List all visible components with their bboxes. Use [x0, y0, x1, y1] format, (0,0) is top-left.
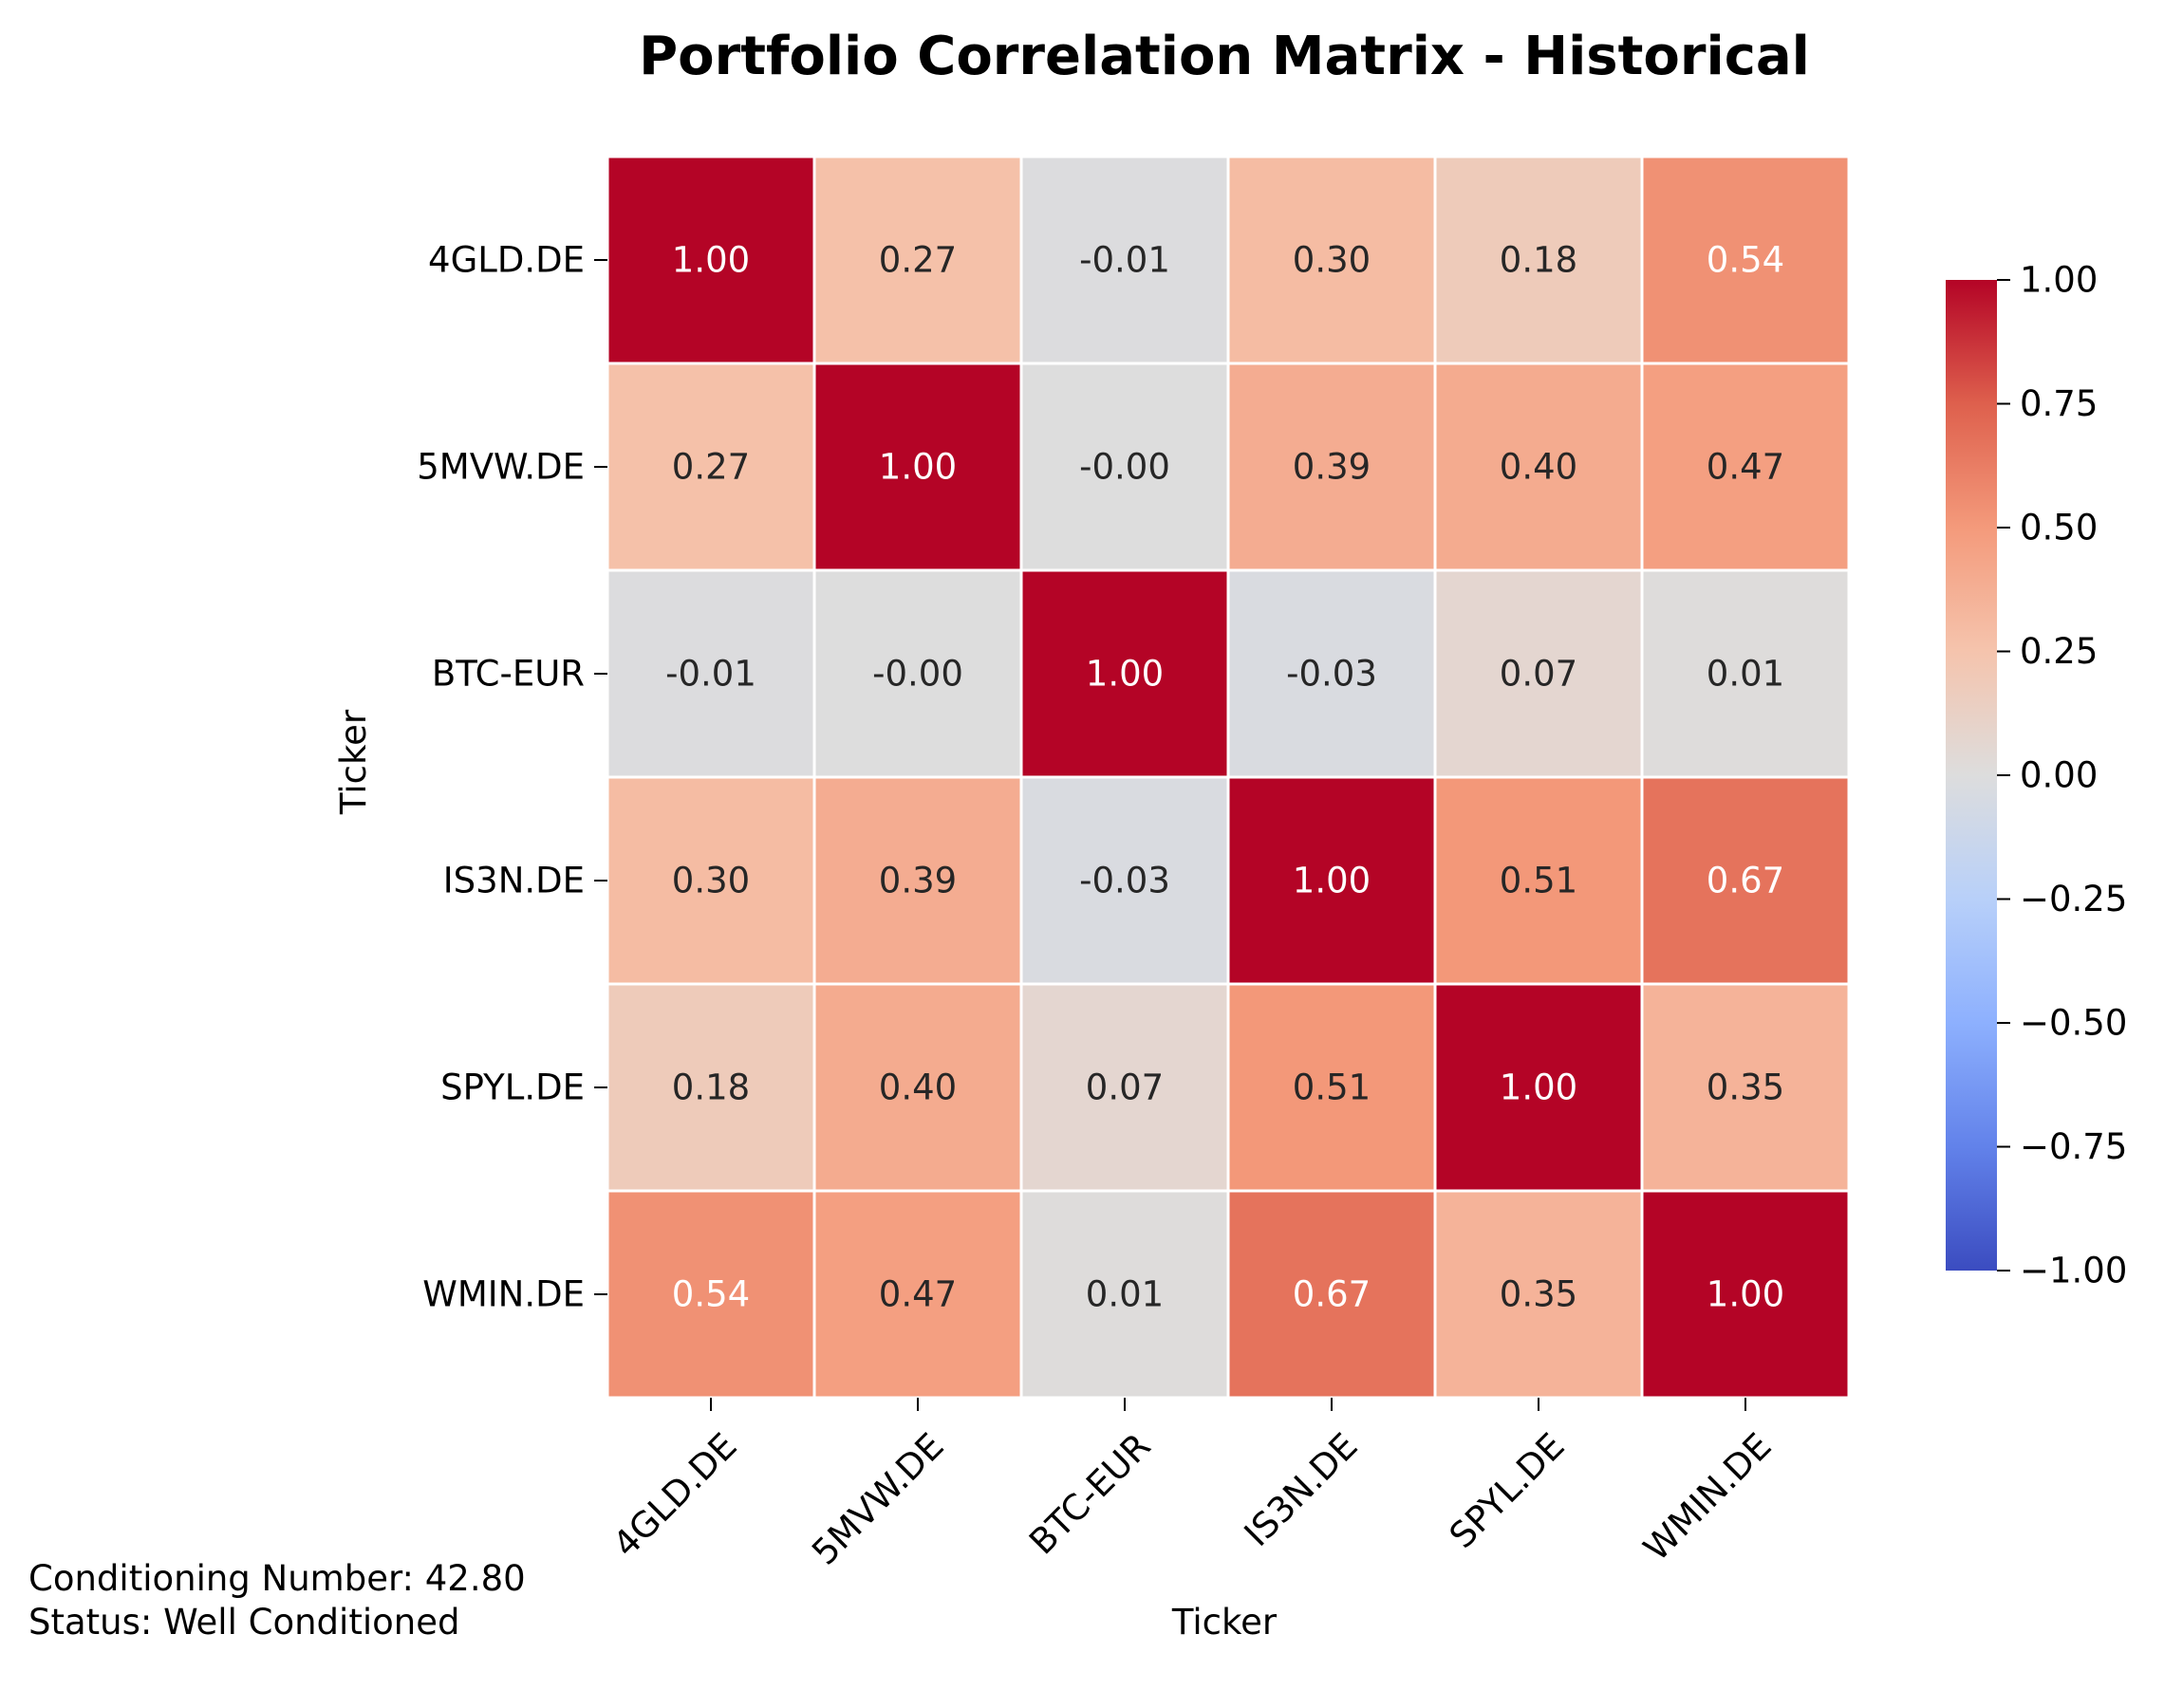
colorbar-tick-label-2: 0.50 — [2020, 508, 2098, 548]
heatmap-cell-label-2-5: 0.01 — [1707, 654, 1784, 695]
colorbar-tick-label-6: −0.50 — [2020, 1003, 2127, 1044]
heatmap-cell-5-4 — [1433, 1189, 1644, 1400]
heatmap-cell-label-4-4: 1.00 — [1500, 1068, 1577, 1108]
heatmap-cell-4-4 — [1433, 982, 1644, 1193]
heatmap-cell-1-1 — [812, 362, 1023, 572]
colorbar-tick-label-0: 1.00 — [2020, 260, 2098, 301]
y-axis-label: Ticker — [333, 709, 374, 815]
heatmap-cell-label-3-3: 1.00 — [1293, 861, 1371, 901]
heatmap-cell-label-3-2: -0.03 — [1079, 861, 1170, 901]
heatmap-cell-0-1 — [812, 155, 1023, 365]
y-tick-label-1: 5MVW.DE — [417, 447, 585, 488]
heatmap-cell-label-1-0: 0.27 — [672, 447, 750, 488]
x-tick-label-4: SPYL.DE — [1442, 1425, 1573, 1556]
y-tick-label-4: SPYL.DE — [440, 1068, 585, 1108]
y-tick-label-2: BTC-EUR — [432, 654, 585, 695]
heatmap-cell-4-5 — [1640, 982, 1851, 1193]
heatmap-cell-3-0 — [606, 775, 816, 986]
heatmap-cell-4-3 — [1226, 982, 1437, 1193]
heatmap-cell-label-2-1: -0.00 — [872, 654, 963, 695]
heatmap-cell-3-3 — [1226, 775, 1437, 986]
x-tick-label-0: 4GLD.DE — [606, 1425, 745, 1565]
x-tick-label-1: 5MVW.DE — [804, 1425, 951, 1572]
heatmap-cell-2-4 — [1433, 568, 1644, 779]
heatmap-cell-2-3 — [1226, 568, 1437, 779]
heatmap-cell-label-1-4: 0.40 — [1500, 447, 1577, 488]
heatmap-cell-label-0-2: -0.01 — [1079, 240, 1170, 281]
x-axis-ticks: 4GLD.DE 5MVW.DE BTC-EUR IS3N.DE SPYL.DE WMIN.… — [606, 1398, 1780, 1573]
heatmap-cell-label-5-1: 0.47 — [879, 1274, 957, 1315]
colorbar-tick-label-3: 0.25 — [2020, 631, 2098, 672]
heatmap-cell-3-4 — [1433, 775, 1644, 986]
heatmap-cell-label-0-0: 1.00 — [672, 240, 750, 281]
heatmap-cell-label-0-3: 0.30 — [1293, 240, 1371, 281]
heatmap-cell-label-2-3: -0.03 — [1286, 654, 1377, 695]
heatmap-cell-label-1-3: 0.39 — [1293, 447, 1371, 488]
colorbar-tick-label-1: 0.75 — [2020, 383, 2098, 424]
heatmap-cell-2-1 — [812, 568, 1023, 779]
heatmap-cell-label-0-1: 0.27 — [879, 240, 957, 281]
y-axis-ticks: 4GLD.DE 5MVW.DE BTC-EUR IS3N.DE SPYL.DE WMIN.… — [417, 240, 607, 1315]
heatmap-cell-label-3-4: 0.51 — [1500, 861, 1577, 901]
heatmap-cell-5-0 — [606, 1189, 816, 1400]
heatmap-cell-0-4 — [1433, 155, 1644, 365]
heatmap-cell-0-2 — [1019, 155, 1230, 365]
colorbar: 1.00 0.75 0.50 0.25 0.00 −0.25 −0.50 −0.75 −1.00 — [1946, 260, 2127, 1291]
heatmap-cell-1-5 — [1640, 362, 1851, 572]
heatmap-cell-label-0-5: 0.54 — [1707, 240, 1784, 281]
heatmap-cell-label-4-5: 0.35 — [1707, 1068, 1784, 1108]
colorbar-tick-label-4: 0.00 — [2020, 755, 2098, 796]
y-tick-label-5: WMIN.DE — [422, 1274, 585, 1315]
x-axis-label: Ticker — [1171, 1602, 1278, 1643]
heatmap-cell-label-4-1: 0.40 — [879, 1068, 957, 1108]
heatmap-cell-label-5-5: 1.00 — [1707, 1274, 1784, 1315]
heatmap-cell-labels: 1.00 0.27 -0.01 0.30 0.18 0.54 0.27 1.00 -0.00 0.… — [665, 240, 1784, 1315]
heatmap-cell-label-5-2: 0.01 — [1086, 1274, 1164, 1315]
heatmap-cell-label-5-0: 0.54 — [672, 1274, 750, 1315]
chart-title: Portfolio Correlation Matrix - Historica… — [639, 26, 1810, 87]
heatmap-cell-label-3-1: 0.39 — [879, 861, 957, 901]
heatmap-cell-0-5 — [1640, 155, 1851, 365]
heatmap-cell-1-3 — [1226, 362, 1437, 572]
colorbar-tick-label-8: −1.00 — [2020, 1251, 2127, 1291]
y-tick-label-3: IS3N.DE — [443, 861, 585, 901]
heatmap-cell-3-2 — [1019, 775, 1230, 986]
heatmap-cell-label-5-4: 0.35 — [1500, 1274, 1577, 1315]
heatmap-cell-label-1-2: -0.00 — [1079, 447, 1170, 488]
x-tick-label-3: IS3N.DE — [1237, 1425, 1366, 1554]
x-tick-label-5: WMIN.DE — [1635, 1425, 1779, 1569]
heatmap-cell-label-3-5: 0.67 — [1707, 861, 1784, 901]
heatmap-cell-2-0 — [606, 568, 816, 779]
heatmap-cell-3-5 — [1640, 775, 1851, 986]
colorbar-ticks: 1.00 0.75 0.50 0.25 0.00 −0.25 −0.50 −0.75 −1.00 — [1997, 260, 2127, 1291]
heatmap-cell-4-0 — [606, 982, 816, 1193]
heatmap-cell-label-4-2: 0.07 — [1086, 1068, 1164, 1108]
status-text: Status: Well Conditioned — [28, 1602, 459, 1643]
heatmap-cell-label-2-4: 0.07 — [1500, 654, 1577, 695]
heatmap-cell-label-1-1: 1.00 — [879, 447, 957, 488]
heatmap-cell-4-2 — [1019, 982, 1230, 1193]
heatmap-cell-5-5 — [1640, 1189, 1851, 1400]
heatmap-cell-label-0-4: 0.18 — [1500, 240, 1577, 281]
colorbar-gradient — [1946, 280, 1997, 1271]
heatmap-cell-0-0 — [606, 155, 816, 365]
colorbar-tick-label-7: −0.75 — [2020, 1126, 2127, 1167]
heatmap-cell-0-3 — [1226, 155, 1437, 365]
heatmap-cells — [606, 155, 1851, 1400]
heatmap-cell-3-1 — [812, 775, 1023, 986]
heatmap-cell-label-1-5: 0.47 — [1707, 447, 1784, 488]
heatmap-cell-label-4-3: 0.51 — [1293, 1068, 1371, 1108]
heatmap-cell-label-2-2: 1.00 — [1086, 654, 1164, 695]
colorbar-tick-label-5: −0.25 — [2020, 879, 2127, 919]
heatmap-cell-label-2-0: -0.01 — [665, 654, 756, 695]
heatmap-cell-label-5-3: 0.67 — [1293, 1274, 1371, 1315]
heatmap-cell-label-4-0: 0.18 — [672, 1068, 750, 1108]
heatmap-cell-label-3-0: 0.30 — [672, 861, 750, 901]
y-tick-label-0: 4GLD.DE — [428, 240, 585, 281]
x-tick-label-2: BTC-EUR — [1021, 1425, 1158, 1562]
heatmap-cell-2-5 — [1640, 568, 1851, 779]
conditioning-number-text: Conditioning Number: 42.80 — [28, 1558, 526, 1599]
